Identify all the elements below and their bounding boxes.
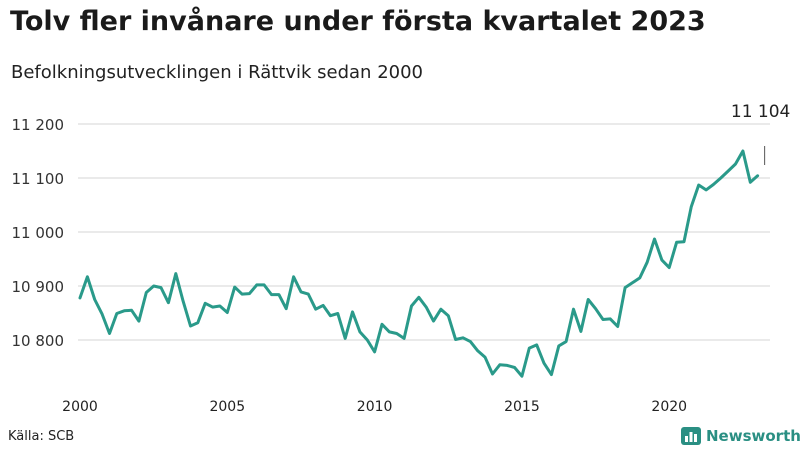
y-tick-label: 10 800 <box>12 332 65 350</box>
bar-chart-icon <box>681 427 701 445</box>
x-tick-label: 2000 <box>62 399 98 415</box>
chart-subtitle: Befolkningsutvecklingen i Rättvik sedan … <box>11 62 423 83</box>
x-tick-label: 2020 <box>651 399 687 415</box>
x-tick-label: 2010 <box>357 399 393 415</box>
y-tick-label: 10 900 <box>12 278 65 296</box>
chart-title: Tolv fler invånare under första kvartale… <box>10 6 706 37</box>
y-tick-label: 11 100 <box>12 170 65 188</box>
y-tick-label: 11 000 <box>12 224 65 242</box>
brand-label: Newsworthy <box>706 427 800 445</box>
x-tick-label: 2015 <box>504 399 540 415</box>
x-tick-label: 2005 <box>209 399 245 415</box>
last-value-label: 11 104 <box>731 102 790 122</box>
source-note: Källa: SCB <box>8 429 75 444</box>
series-line <box>78 149 760 378</box>
newsworthy-logo: Newsworthy <box>681 426 800 446</box>
y-tick-label: 11 200 <box>12 116 65 134</box>
